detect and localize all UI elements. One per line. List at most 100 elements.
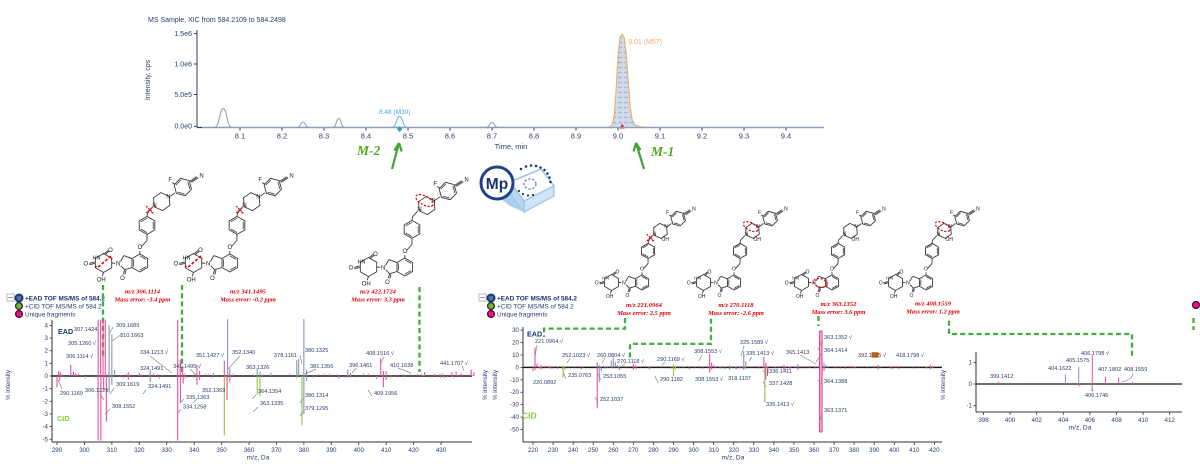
svg-text:O: O <box>879 281 883 287</box>
svg-text:N: N <box>843 231 847 237</box>
svg-text:400: 400 <box>1005 417 1016 424</box>
svg-text:EAD: EAD <box>527 330 542 339</box>
svg-text:340: 340 <box>189 447 200 454</box>
svg-text:260: 260 <box>608 447 619 454</box>
svg-text:O: O <box>595 281 599 287</box>
svg-text:324.1491: 324.1491 <box>148 384 171 390</box>
svg-text:370: 370 <box>829 447 840 454</box>
svg-text:402: 402 <box>1032 417 1043 424</box>
svg-text:-2: -2 <box>42 398 48 405</box>
svg-text:Unique fragments: Unique fragments <box>25 311 75 318</box>
svg-text:N: N <box>906 281 910 287</box>
svg-text:O: O <box>402 249 407 255</box>
svg-text:324.1491: 324.1491 <box>140 366 163 372</box>
svg-text:400: 400 <box>354 447 365 454</box>
svg-text:350: 350 <box>216 447 227 454</box>
svg-text:8.2: 8.2 <box>277 132 287 141</box>
svg-text:379.1295: 379.1295 <box>305 406 328 412</box>
svg-text:30: 30 <box>512 327 519 334</box>
svg-text:330: 330 <box>749 447 760 454</box>
svg-text:363.1371: 363.1371 <box>824 408 847 414</box>
svg-text:HN: HN <box>694 276 701 281</box>
svg-text:334.1258: 334.1258 <box>183 405 206 411</box>
svg-text:Mp: Mp <box>486 176 508 193</box>
svg-text:O: O <box>805 269 809 275</box>
svg-text:364.1388: 364.1388 <box>824 379 847 385</box>
svg-text:N: N <box>116 262 120 268</box>
svg-text:HN: HN <box>792 276 799 281</box>
svg-text:8.1: 8.1 <box>235 132 245 141</box>
svg-text:N: N <box>653 231 657 237</box>
svg-text:280: 280 <box>648 447 659 454</box>
svg-text:CID: CID <box>57 414 69 423</box>
svg-text:20: 20 <box>512 340 519 347</box>
svg-text:OH: OH <box>852 237 860 243</box>
svg-text:380.1325: 380.1325 <box>305 348 328 354</box>
svg-text:8.9: 8.9 <box>571 132 581 141</box>
svg-text:N: N <box>714 281 718 287</box>
svg-text:OH: OH <box>362 282 371 288</box>
svg-text:-1: -1 <box>966 402 972 409</box>
svg-text:364.1354: 364.1354 <box>258 389 281 395</box>
svg-text:3: 3 <box>45 335 49 342</box>
svg-text:390: 390 <box>869 447 880 454</box>
svg-text:0: 0 <box>516 364 520 371</box>
svg-text:+CID TOF MS/MS of 584.2: +CID TOF MS/MS of 584.2 <box>497 303 574 310</box>
svg-text:410: 410 <box>1138 417 1149 424</box>
svg-text:337.1428: 337.1428 <box>769 381 792 387</box>
svg-text:10: 10 <box>512 352 519 359</box>
svg-text:306.1114 √: 306.1114 √ <box>66 353 94 360</box>
svg-text:8.8: 8.8 <box>529 132 539 141</box>
svg-text:O: O <box>227 245 232 251</box>
svg-text:m/z, Da: m/z, Da <box>1069 425 1092 432</box>
svg-text:318.1137: 318.1137 <box>728 376 751 382</box>
svg-text:400: 400 <box>889 447 900 454</box>
svg-text:HN: HN <box>602 276 609 281</box>
svg-text:m/z 306.1114: m/z 306.1114 <box>125 289 161 296</box>
svg-text:363.1352 √: 363.1352 √ <box>824 334 853 341</box>
svg-text:O: O <box>718 293 722 299</box>
svg-text:O: O <box>785 281 789 287</box>
svg-text:9.2: 9.2 <box>697 132 707 141</box>
svg-text:392.1685 √: 392.1685 √ <box>858 352 887 359</box>
svg-text:% intensity: % intensity <box>492 369 499 400</box>
svg-text:310.1663: 310.1663 <box>120 333 143 339</box>
svg-text:360: 360 <box>809 447 820 454</box>
svg-text:m/z 408.1559: m/z 408.1559 <box>915 301 952 308</box>
svg-text:8.3: 8.3 <box>319 132 329 141</box>
svg-text:306.1229: 306.1229 <box>85 388 108 394</box>
svg-text:O: O <box>373 252 378 258</box>
svg-text:1.5e6: 1.5e6 <box>174 31 192 38</box>
svg-text:340: 340 <box>769 447 780 454</box>
svg-text:352.1369: 352.1369 <box>202 388 225 394</box>
svg-text:0: 0 <box>969 381 973 388</box>
svg-text:N: N <box>692 207 696 213</box>
svg-text:F: F <box>758 210 761 216</box>
svg-text:-1: -1 <box>42 386 48 393</box>
svg-text:308.1553 √: 308.1553 √ <box>694 348 723 355</box>
svg-text:m/z 363.1352: m/z 363.1352 <box>821 301 858 308</box>
svg-text:396.1461: 396.1461 <box>349 363 372 369</box>
svg-text:8.4: 8.4 <box>361 132 371 141</box>
svg-text:5.0e5: 5.0e5 <box>174 92 192 99</box>
svg-text:O: O <box>640 267 644 273</box>
svg-text:OH: OH <box>754 237 762 243</box>
svg-text:O: O <box>83 262 88 268</box>
svg-text:390: 390 <box>326 447 337 454</box>
svg-text:% intensity: % intensity <box>5 369 12 400</box>
svg-text:309.1619: 309.1619 <box>116 382 139 388</box>
svg-text:Mass error: 3.6 ppm: Mass error: 3.6 ppm <box>811 309 866 316</box>
svg-text:O: O <box>108 248 113 254</box>
svg-text:OH: OH <box>796 294 804 300</box>
svg-text:m/z, Da: m/z, Da <box>722 455 745 462</box>
svg-text:380: 380 <box>299 447 310 454</box>
svg-text:N: N <box>976 207 980 213</box>
svg-text:430: 430 <box>436 447 447 454</box>
svg-text:418.1798 √: 418.1798 √ <box>896 352 925 359</box>
svg-text:O: O <box>816 293 820 299</box>
svg-text:OH: OH <box>606 294 614 300</box>
svg-text:+CID TOF MS/MS of 584.2: +CID TOF MS/MS of 584.2 <box>25 303 102 310</box>
svg-text:364.1414: 364.1414 <box>824 348 847 354</box>
svg-text:O: O <box>615 269 619 275</box>
svg-text:309.1689: 309.1689 <box>116 323 139 329</box>
